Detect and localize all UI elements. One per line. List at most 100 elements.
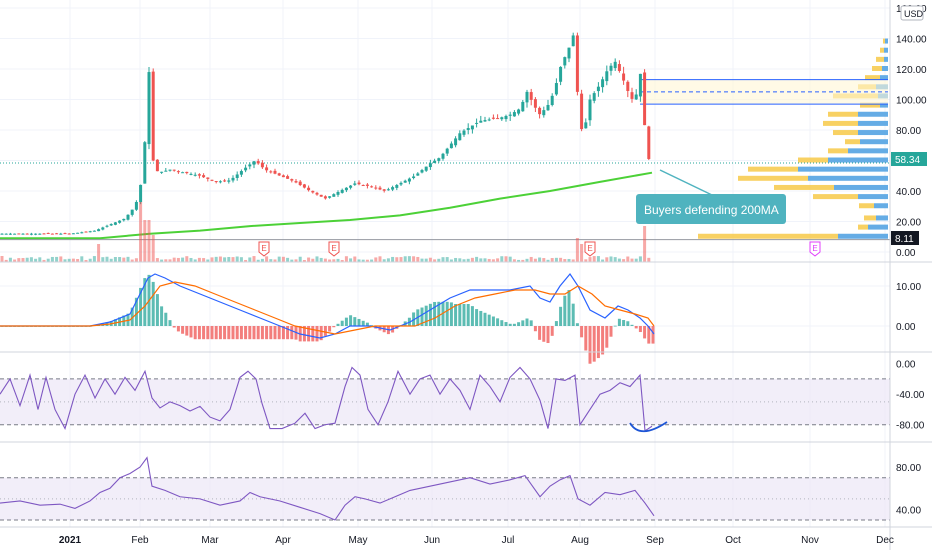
volume-bar (67, 258, 71, 262)
candle-body (76, 232, 80, 234)
candle-body (227, 180, 231, 182)
volume-profile-down-bar (858, 224, 868, 230)
volume-bar (185, 256, 189, 262)
volume-bar (181, 257, 185, 262)
candle-body (71, 233, 75, 235)
candle-body (122, 218, 126, 221)
volume-bar (155, 258, 159, 262)
volume-profile-up-bar (882, 66, 888, 71)
macd-histogram-bar (311, 326, 315, 342)
macd-histogram-bar (319, 326, 323, 341)
volume-bar (34, 258, 38, 262)
volume-bar (80, 256, 84, 262)
candle-body (483, 120, 487, 122)
macd-histogram-bar (260, 326, 264, 340)
volume-bar (25, 257, 29, 262)
volume-bar (256, 259, 260, 262)
volume-bar (475, 256, 479, 262)
volume-bar (206, 259, 210, 262)
volume-bar (76, 259, 80, 262)
candle-body (575, 35, 579, 92)
earnings-marker[interactable]: E (809, 241, 821, 257)
currency-badge[interactable]: USD (900, 5, 924, 21)
macd-histogram-bar (563, 295, 567, 326)
volume-bar (218, 256, 222, 262)
volume-bar (370, 259, 374, 262)
macd-histogram-bar (223, 326, 227, 340)
candle-body (349, 185, 353, 188)
candle-body (605, 71, 609, 82)
volume-bar (395, 257, 399, 262)
macd-histogram-bar (596, 326, 600, 359)
rsi-panel[interactable] (0, 456, 890, 521)
volume-profile-up-bar (808, 175, 888, 181)
grid-lines (0, 0, 890, 527)
volume-bar (294, 259, 298, 262)
volume-bar (332, 259, 336, 262)
candle-body (399, 182, 403, 185)
candle-body (391, 187, 395, 190)
earnings-marker[interactable]: E (584, 241, 596, 257)
volume-bar (529, 256, 533, 262)
last-price-label: 58.34 (895, 155, 920, 166)
volume-bar (139, 202, 143, 262)
volume-bar (399, 257, 403, 262)
stoch-panel[interactable] (0, 366, 890, 432)
macd-histogram-bar (231, 326, 235, 340)
macd-histogram-bar (357, 318, 361, 326)
earnings-marker[interactable]: E (258, 241, 270, 257)
candle-body (433, 160, 437, 163)
macd-histogram-bar (197, 326, 201, 340)
volume-bar (609, 256, 613, 262)
candle-body (538, 107, 542, 115)
volume-profile-up-bar (834, 184, 888, 190)
candle-body (25, 233, 29, 235)
candle-body (55, 233, 59, 235)
macd-histogram-bar (151, 281, 155, 326)
volume-last-bg (891, 231, 919, 245)
candle-body (134, 201, 138, 210)
time-label: Feb (131, 535, 149, 546)
volume-bar (470, 257, 474, 262)
volume-bar (546, 259, 550, 262)
macd-histogram-bar (227, 326, 231, 340)
volume-bar (101, 257, 105, 262)
candle-body (42, 233, 46, 235)
candle-body (416, 173, 420, 176)
macd-histogram-bar (365, 322, 369, 326)
macd-panel[interactable] (0, 272, 655, 364)
volume-bar (46, 258, 50, 262)
candle-body (517, 109, 521, 114)
volume-bar (227, 256, 231, 262)
candle-body (580, 93, 584, 130)
candle-body (412, 176, 416, 179)
macd-histogram-bar (538, 326, 542, 340)
volume-bar (479, 258, 483, 262)
candle-body (164, 170, 168, 172)
volume-bar (59, 256, 63, 262)
stoch-tick-label: 0.00 (896, 360, 916, 371)
volume-bar (151, 235, 155, 262)
volume-bar (311, 258, 315, 262)
volume-profile-down-bar (876, 56, 884, 62)
candle-body (214, 181, 218, 183)
price-tick-label: 140.00 (896, 35, 927, 46)
volume-bar (554, 257, 558, 262)
volume-bar (496, 258, 500, 262)
volume-bar (38, 257, 42, 262)
macd-histogram-bar (235, 326, 239, 340)
volume-bar (487, 258, 491, 262)
candle-body (622, 73, 626, 81)
annotation-text: Buyers defending 200MA (644, 203, 779, 217)
candle-body (210, 179, 214, 181)
volume-bar (269, 259, 273, 262)
volume-bar (315, 256, 319, 262)
volume-profile-down-bar (859, 203, 874, 209)
candle-body (378, 187, 382, 190)
macd-histogram-bar (139, 287, 143, 326)
earnings-marker[interactable]: E (328, 241, 340, 257)
volume-profile-up-bar (828, 157, 888, 163)
volume-bar (92, 256, 96, 262)
